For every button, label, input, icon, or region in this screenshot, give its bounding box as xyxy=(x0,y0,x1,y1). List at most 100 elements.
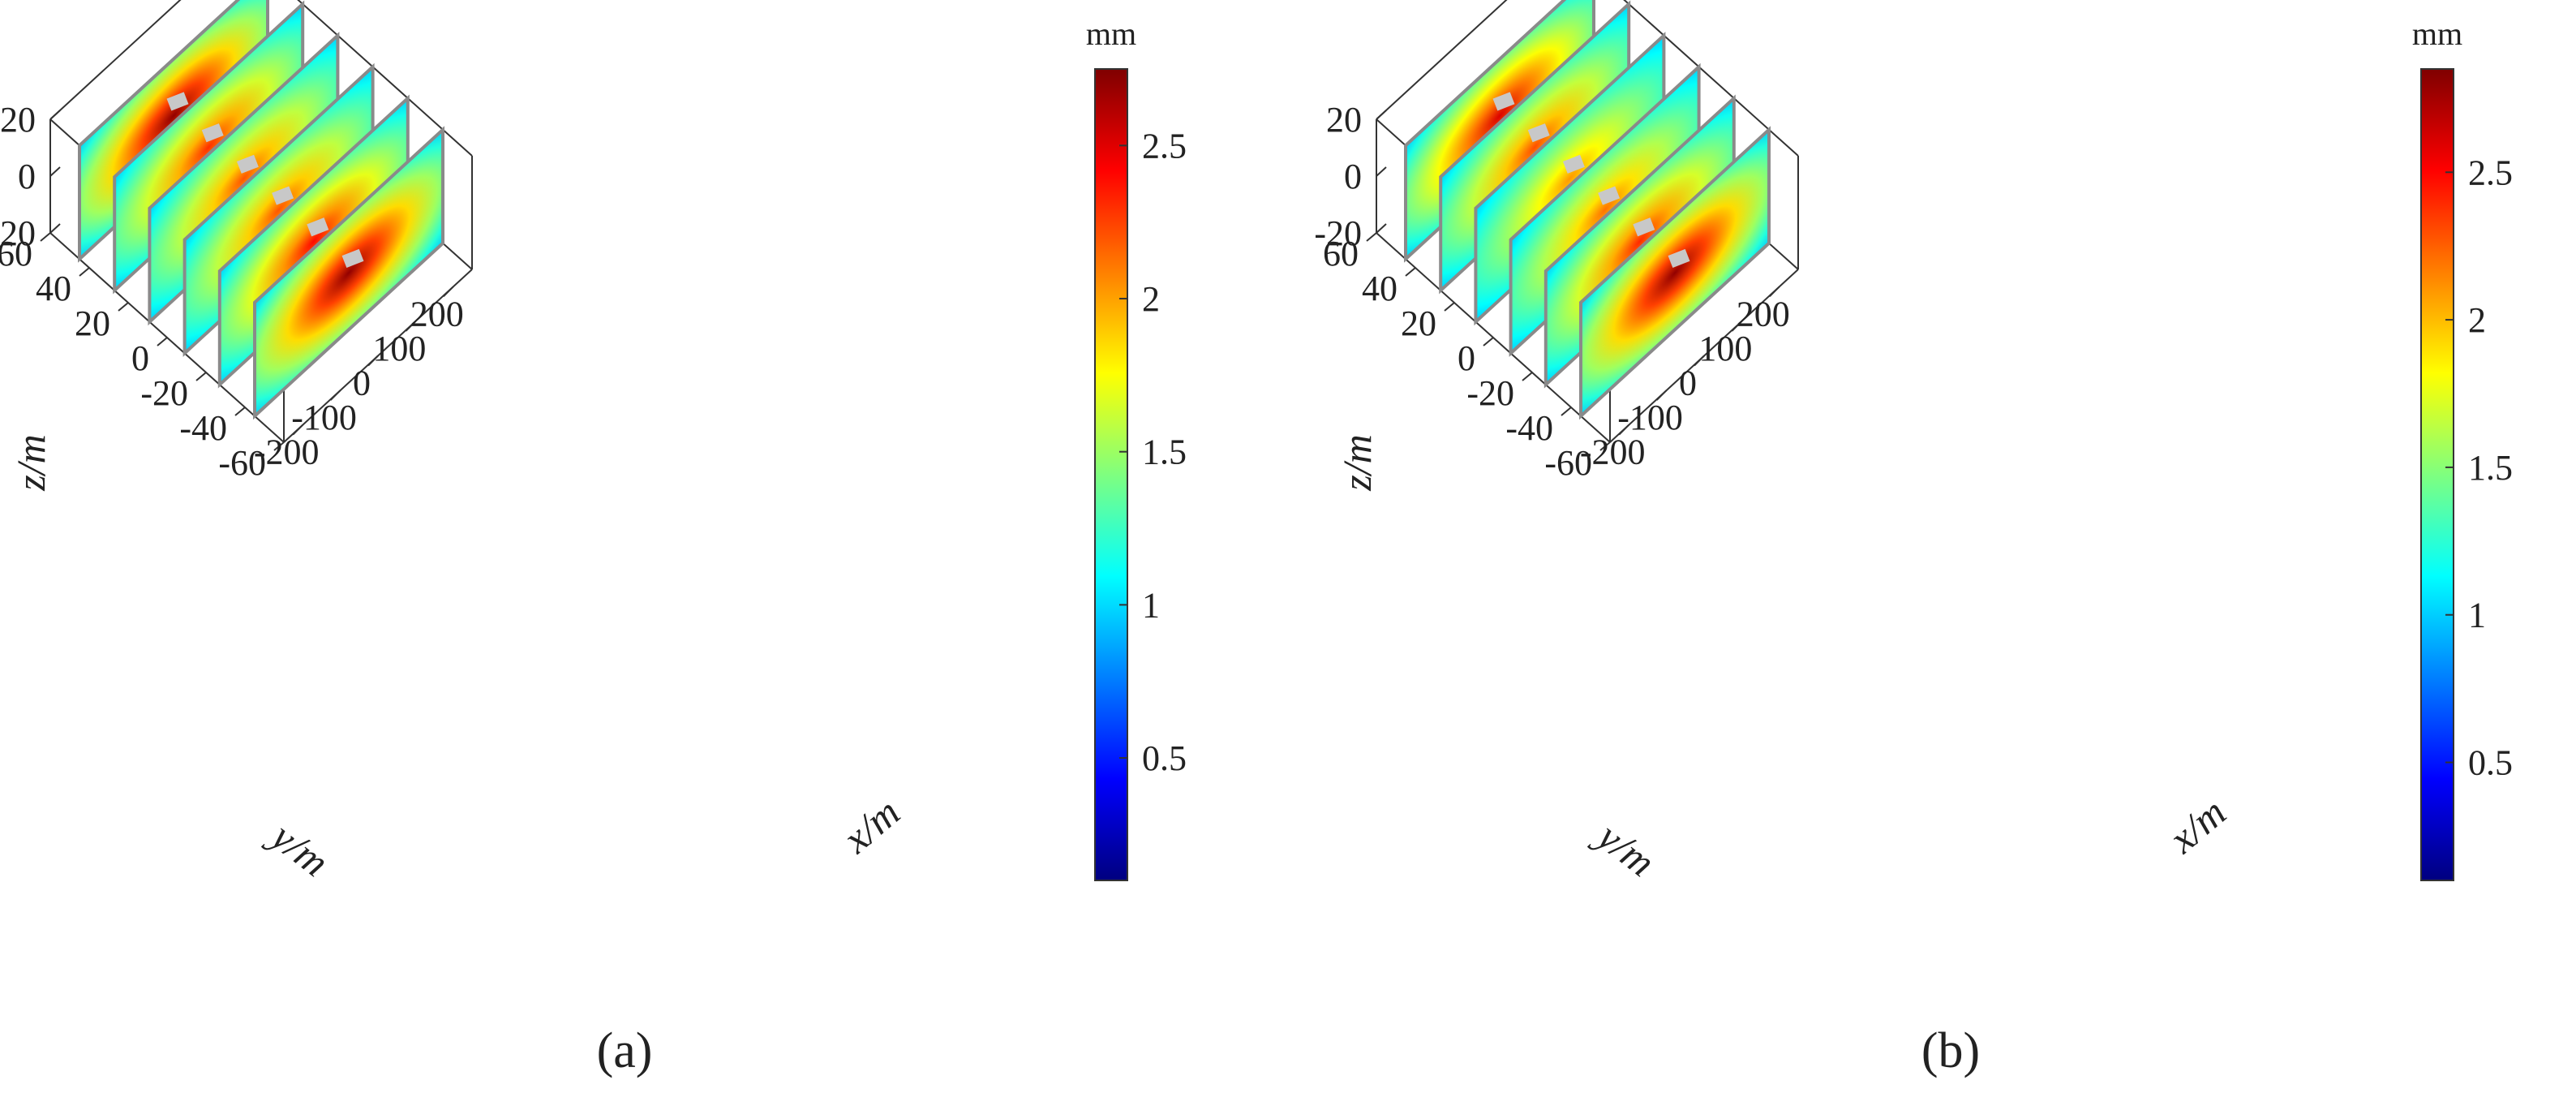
y-axis-label-b: y/m xyxy=(1586,811,1664,885)
colorbar-tick-label: 0.5 xyxy=(2468,743,2513,783)
y-tick xyxy=(1366,232,1377,242)
x-tick xyxy=(1618,424,1629,436)
y-tick xyxy=(1444,302,1455,312)
station-marker xyxy=(236,154,259,174)
x-tick xyxy=(405,321,417,332)
x-tick xyxy=(1731,321,1743,332)
x-axis-label-b: x/m xyxy=(2160,789,2235,862)
x-tick-label: 200 xyxy=(410,294,464,334)
y-tick xyxy=(234,407,246,416)
y-tick-label: -20 xyxy=(1466,373,1514,413)
y-tick-label: -60 xyxy=(1544,443,1592,483)
y-tick xyxy=(273,441,285,451)
y-tick xyxy=(195,372,207,381)
y-tick xyxy=(1483,337,1494,346)
colorbar-gradient xyxy=(2420,68,2454,881)
x-tick xyxy=(367,355,379,367)
z-axis-label-b: z/m xyxy=(1334,434,1380,491)
z-tick xyxy=(49,223,61,234)
station-marker xyxy=(1598,186,1621,205)
x-tick-label: 200 xyxy=(1737,294,1790,334)
colorbar-unit-b: mm xyxy=(2412,15,2462,52)
station-marker xyxy=(1527,123,1550,143)
colorbar-tick-label: 2.5 xyxy=(1142,126,1187,166)
z-tick-label: 20 xyxy=(0,100,36,140)
y-tick-label: -40 xyxy=(179,408,227,448)
x-tick xyxy=(443,286,454,298)
z-tick-label: 0 xyxy=(1344,157,1362,196)
y-tick-label: 60 xyxy=(1323,234,1359,273)
y-tick xyxy=(1405,267,1416,277)
y-tick xyxy=(157,337,168,346)
y-tick-label: 0 xyxy=(1458,338,1475,378)
slices-a xyxy=(78,0,444,420)
x-tick-label: -100 xyxy=(1617,398,1683,437)
axis-edge xyxy=(1376,0,1508,120)
z-tick-label: -20 xyxy=(1314,213,1362,253)
z-tick xyxy=(1376,166,1387,177)
x-tick-label: -200 xyxy=(1580,433,1646,472)
y-tick xyxy=(1522,372,1533,381)
x-tick-label: -200 xyxy=(254,433,320,472)
y-tick-label: 20 xyxy=(75,303,110,343)
axis-edge xyxy=(1623,0,1799,157)
slice-frame xyxy=(1579,126,1771,420)
colorbar-tick-label: 1.5 xyxy=(2468,448,2513,488)
x-tick xyxy=(329,389,341,401)
y-tick-label: -60 xyxy=(218,443,266,483)
x-tick-label: 100 xyxy=(372,329,426,368)
axis-edge xyxy=(49,0,182,120)
x-tick xyxy=(1769,286,1780,298)
z-tick xyxy=(1376,110,1387,120)
y-tick-label: -20 xyxy=(140,373,188,413)
x-tick-label: 0 xyxy=(353,364,371,403)
slice-plane xyxy=(1579,126,1771,420)
y-tick-label: 60 xyxy=(0,234,32,273)
y-tick-label: 20 xyxy=(1401,303,1436,343)
colorbar-tick-label: 1 xyxy=(1142,585,1160,625)
x-tick-label: 100 xyxy=(1698,329,1752,368)
colorbar-tick-label: 2 xyxy=(1142,279,1160,319)
slices-b xyxy=(1404,0,1771,420)
y-tick-label: 40 xyxy=(36,269,71,308)
station-marker xyxy=(307,217,329,237)
z-tick-label: -20 xyxy=(0,213,36,253)
x-tick xyxy=(1694,355,1705,367)
station-marker xyxy=(1633,217,1655,237)
colorbar-tick-label: 1 xyxy=(2468,596,2486,635)
z-tick-label: 20 xyxy=(1326,100,1362,140)
colorbar-tick-label: 2.5 xyxy=(2468,153,2513,192)
y-tick xyxy=(118,302,129,312)
z-tick xyxy=(49,166,61,177)
station-marker xyxy=(341,248,364,269)
y-axis-label-a: y/m xyxy=(260,811,337,885)
colorbar-tick-label: 1.5 xyxy=(1142,433,1187,472)
z-tick-label: 0 xyxy=(18,157,36,196)
colorbar-unit-a: mm xyxy=(1086,15,1136,52)
panel-caption-b: (b) xyxy=(1921,1023,1980,1078)
colorbar-b: 0.5 1 1.5 2 2.5 xyxy=(2420,68,2513,881)
z-tick xyxy=(1376,223,1387,234)
colorbar-a: 0.5 1 1.5 2 2.5 xyxy=(1094,68,1187,881)
axis-edge xyxy=(297,0,473,157)
x-tick xyxy=(292,424,303,436)
station-marker xyxy=(272,186,294,205)
station-marker xyxy=(201,123,224,143)
y-tick xyxy=(1561,407,1572,416)
z-tick xyxy=(49,110,61,120)
x-tick-label: -100 xyxy=(291,398,357,437)
colorbar-gradient xyxy=(1094,68,1128,881)
colorbar-tick-label: 0.5 xyxy=(1142,738,1187,778)
y-tick-label: 0 xyxy=(131,338,149,378)
x-axis-label-a: x/m xyxy=(834,789,908,862)
z-axis-label-a: z/m xyxy=(8,434,54,491)
station-marker xyxy=(1562,154,1585,174)
station-marker xyxy=(166,92,189,111)
y-tick xyxy=(79,267,90,277)
station-marker xyxy=(1668,248,1690,269)
x-tick xyxy=(1655,389,1668,401)
